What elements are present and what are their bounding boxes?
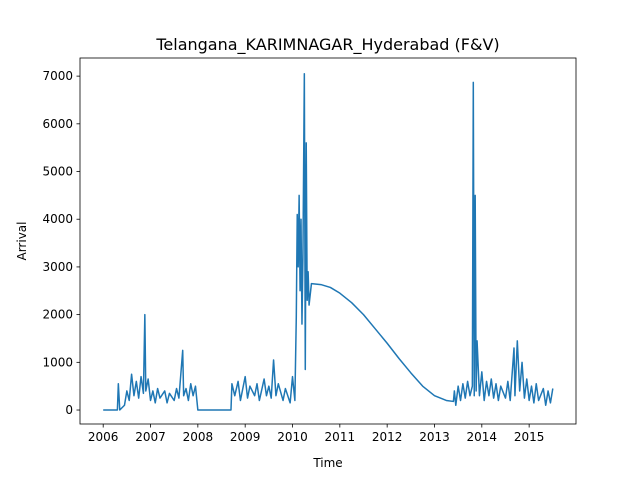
x-tick-label: 2013 <box>419 430 450 444</box>
axes-frame <box>79 57 577 425</box>
x-tick-label: 2015 <box>514 430 545 444</box>
y-tick-label: 3000 <box>42 260 73 274</box>
y-tick-label: 7000 <box>42 69 73 83</box>
chart-title: Telangana_KARIMNAGAR_Hyderabad (F&V) <box>155 35 499 55</box>
x-tick-label: 2006 <box>88 430 119 444</box>
x-tick-label: 2011 <box>325 430 356 444</box>
y-tick-label: 0 <box>65 403 73 417</box>
y-tick-label: 4000 <box>42 212 73 226</box>
y-tick-label: 5000 <box>42 165 73 179</box>
y-tick-label: 2000 <box>42 308 73 322</box>
x-tick-label: 2010 <box>277 430 308 444</box>
y-tick-label: 6000 <box>42 117 73 131</box>
y-axis-label: Arrival <box>15 222 29 261</box>
x-tick-label: 2009 <box>230 430 261 444</box>
x-tick-label: 2007 <box>135 430 166 444</box>
x-tick-label: 2014 <box>467 430 498 444</box>
x-tick-label: 2012 <box>372 430 403 444</box>
line-series <box>103 72 554 411</box>
y-tick-label: 1000 <box>42 355 73 369</box>
x-axis-label: Time <box>312 456 342 470</box>
x-tick-label: 2008 <box>183 430 214 444</box>
